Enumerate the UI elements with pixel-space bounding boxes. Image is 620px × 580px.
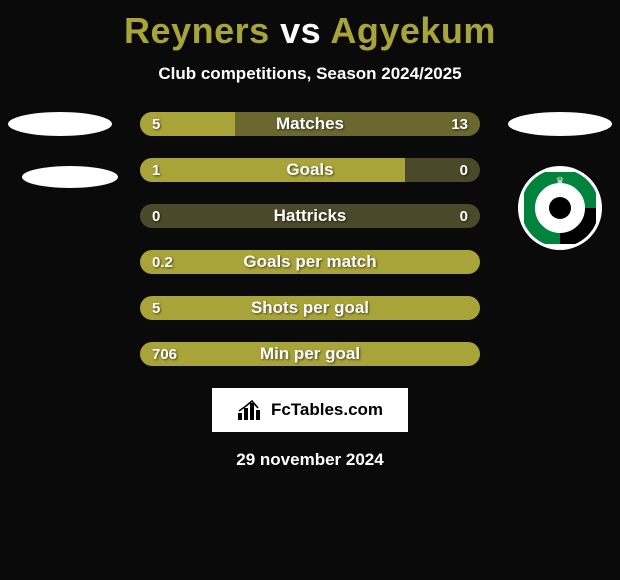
stat-row: Min per goal706 — [140, 342, 480, 366]
subtitle: Club competitions, Season 2024/2025 — [0, 64, 620, 84]
stat-value-left: 5 — [152, 296, 160, 320]
stat-bars: Matches513Goals10Hattricks00Goals per ma… — [140, 112, 480, 366]
stat-value-left: 0.2 — [152, 250, 173, 274]
stat-label: Goals per match — [140, 250, 480, 274]
stat-value-right: 0 — [460, 204, 468, 228]
brand-text: FcTables.com — [271, 400, 383, 420]
player2-name: Agyekum — [330, 10, 496, 51]
player1-avatar-placeholder — [8, 112, 112, 136]
stat-label: Goals — [140, 158, 480, 182]
stat-label: Shots per goal — [140, 296, 480, 320]
player1-club-placeholder — [22, 166, 118, 188]
stat-label: Min per goal — [140, 342, 480, 366]
stat-row: Shots per goal5 — [140, 296, 480, 320]
player2-club-badge: ♛ — [518, 166, 602, 250]
stat-value-right: 0 — [460, 158, 468, 182]
stat-row: Goals per match0.2 — [140, 250, 480, 274]
stat-value-right: 13 — [451, 112, 468, 136]
player2-avatar-placeholder — [508, 112, 612, 136]
page-title: Reyners vs Agyekum — [0, 0, 620, 52]
stat-row: Goals1 0 — [140, 158, 480, 182]
stat-value-left: 0 — [152, 204, 160, 228]
stat-value-left: 5 — [152, 112, 160, 136]
bars-icon — [237, 399, 265, 421]
vs-text: vs — [280, 10, 321, 51]
club-badge-inner: ♛ — [524, 172, 596, 244]
stat-row: Hattricks0 0 — [140, 204, 480, 228]
player1-name: Reyners — [124, 10, 270, 51]
stat-label: Hattricks — [140, 204, 480, 228]
brand-logo: FcTables.com — [212, 388, 408, 432]
stat-row: Matches5 13 — [140, 112, 480, 136]
stat-label: Matches — [140, 112, 480, 136]
crown-icon: ♛ — [556, 176, 565, 187]
stat-value-left: 1 — [152, 158, 160, 182]
comparison-stage: ♛ Matches513Goals10Hattricks00Goals per … — [0, 112, 620, 366]
stat-value-left: 706 — [152, 342, 177, 366]
date-text: 29 november 2024 — [0, 450, 620, 470]
